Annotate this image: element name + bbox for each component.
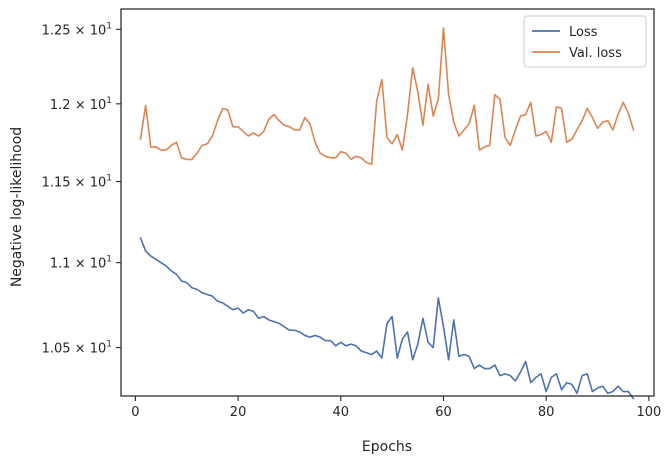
x-tick-label: 20 xyxy=(230,405,247,420)
x-tick-label: 0 xyxy=(131,405,139,420)
x-tick-label: 40 xyxy=(332,405,349,420)
legend-box xyxy=(523,15,647,68)
y-tick-label: 1.15 × 101 xyxy=(42,174,112,191)
plot-frame xyxy=(120,8,655,397)
x-tick-label: 60 xyxy=(435,405,452,420)
legend-label-loss: Loss xyxy=(569,25,598,40)
y-tick-label: 1.25 × 101 xyxy=(42,21,112,38)
x-tick-label: 100 xyxy=(636,405,661,420)
series-line-loss xyxy=(139,237,635,400)
y-axis-label: Negative log-likelihood xyxy=(9,127,25,287)
legend-label-val-loss: Val. loss xyxy=(569,46,622,61)
series-line-val-loss xyxy=(139,27,635,165)
y-axis: 1.05 × 101 1.1 × 101 1.15 × 101 1.2 × 101 1.… xyxy=(42,21,121,357)
x-axis: 0 20 40 60 80 100 xyxy=(131,396,661,420)
x-tick-label: 80 xyxy=(538,405,555,420)
x-axis-label: Epochs xyxy=(362,439,412,455)
legend: Loss Val. loss xyxy=(523,15,647,68)
y-tick-label: 1.1 × 101 xyxy=(50,255,112,272)
y-tick-label: 1.2 × 101 xyxy=(50,96,112,113)
series-layer xyxy=(139,27,635,400)
y-tick-label: 1.05 × 101 xyxy=(42,340,112,357)
